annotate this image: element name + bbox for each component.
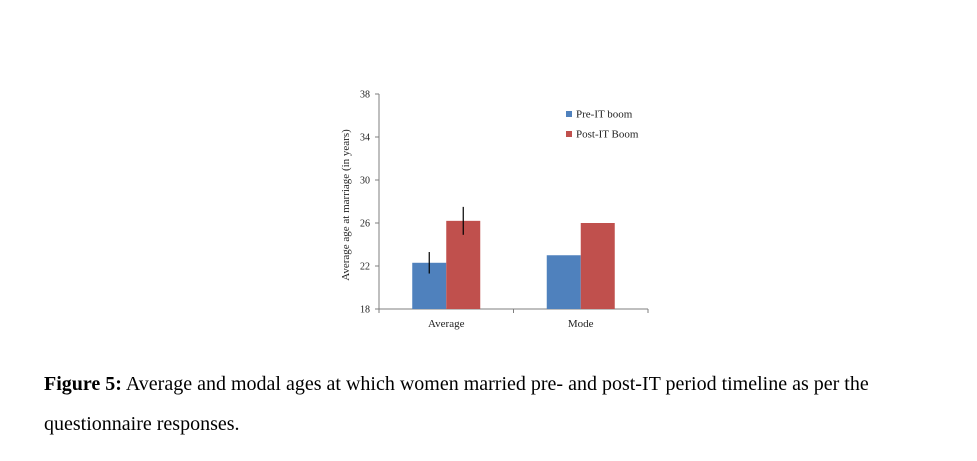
y-axis-label: Average age at marriage (in years) <box>340 129 352 281</box>
legend-swatch <box>566 131 572 137</box>
chart-bars <box>412 220 615 309</box>
y-tick-label: 34 <box>360 133 370 144</box>
legend-label: Post-IT Boom <box>576 129 639 141</box>
y-tick-label: 26 <box>360 219 370 230</box>
y-tick-label: 38 <box>360 90 370 101</box>
x-tick-label: Mode <box>568 318 594 330</box>
y-tick-label: 18 <box>360 305 370 316</box>
figure-caption-label: Figure 5: <box>44 373 122 395</box>
figure-caption-text: Average and modal ages at which women ma… <box>44 373 869 435</box>
bar <box>546 255 581 309</box>
y-tick-label: 30 <box>360 176 370 187</box>
figure-caption: Figure 5: Average and modal ages at whic… <box>44 364 944 444</box>
legend-label: Pre-IT boom <box>576 109 633 121</box>
legend-swatch <box>566 111 572 117</box>
chart-error-bars <box>428 206 464 274</box>
x-tick-label: Average <box>428 318 465 330</box>
bar <box>580 223 615 309</box>
chart-legend: Pre-IT boom Post-IT Boom <box>566 109 639 141</box>
y-tick-label: 22 <box>360 262 370 273</box>
bar <box>446 220 481 309</box>
